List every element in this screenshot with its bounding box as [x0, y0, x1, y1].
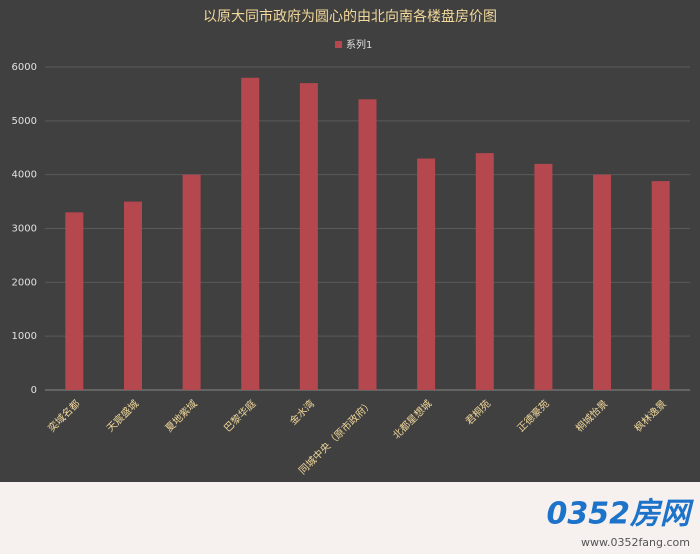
- y-tick-label: 5000: [12, 116, 37, 127]
- y-tick-label: 6000: [12, 62, 37, 73]
- bar: [182, 174, 201, 390]
- bar: [299, 83, 318, 391]
- watermark-url: www.0352fang.com: [581, 536, 690, 549]
- bar: [593, 174, 612, 390]
- watermark-logo: 0352房网: [547, 497, 694, 532]
- bar: [475, 153, 494, 390]
- y-tick-label: 3000: [12, 224, 37, 235]
- y-tick-label: 2000: [12, 277, 37, 288]
- y-tick-label: 0: [31, 385, 37, 396]
- bar: [534, 163, 553, 390]
- y-tick-label: 1000: [12, 331, 37, 342]
- bar: [358, 99, 377, 391]
- bar: [123, 201, 142, 390]
- bar: [417, 158, 436, 390]
- chart-title: 以原大同市政府为圆心的由北向南各楼盘房价图: [203, 8, 497, 25]
- legend-label: 系列1: [346, 38, 372, 51]
- footer-background: [0, 482, 700, 554]
- legend-swatch: [335, 41, 342, 48]
- bar: [65, 212, 84, 390]
- chart-background: [0, 0, 700, 482]
- y-tick-label: 4000: [12, 170, 37, 181]
- bar: [651, 181, 670, 390]
- bar: [241, 77, 260, 391]
